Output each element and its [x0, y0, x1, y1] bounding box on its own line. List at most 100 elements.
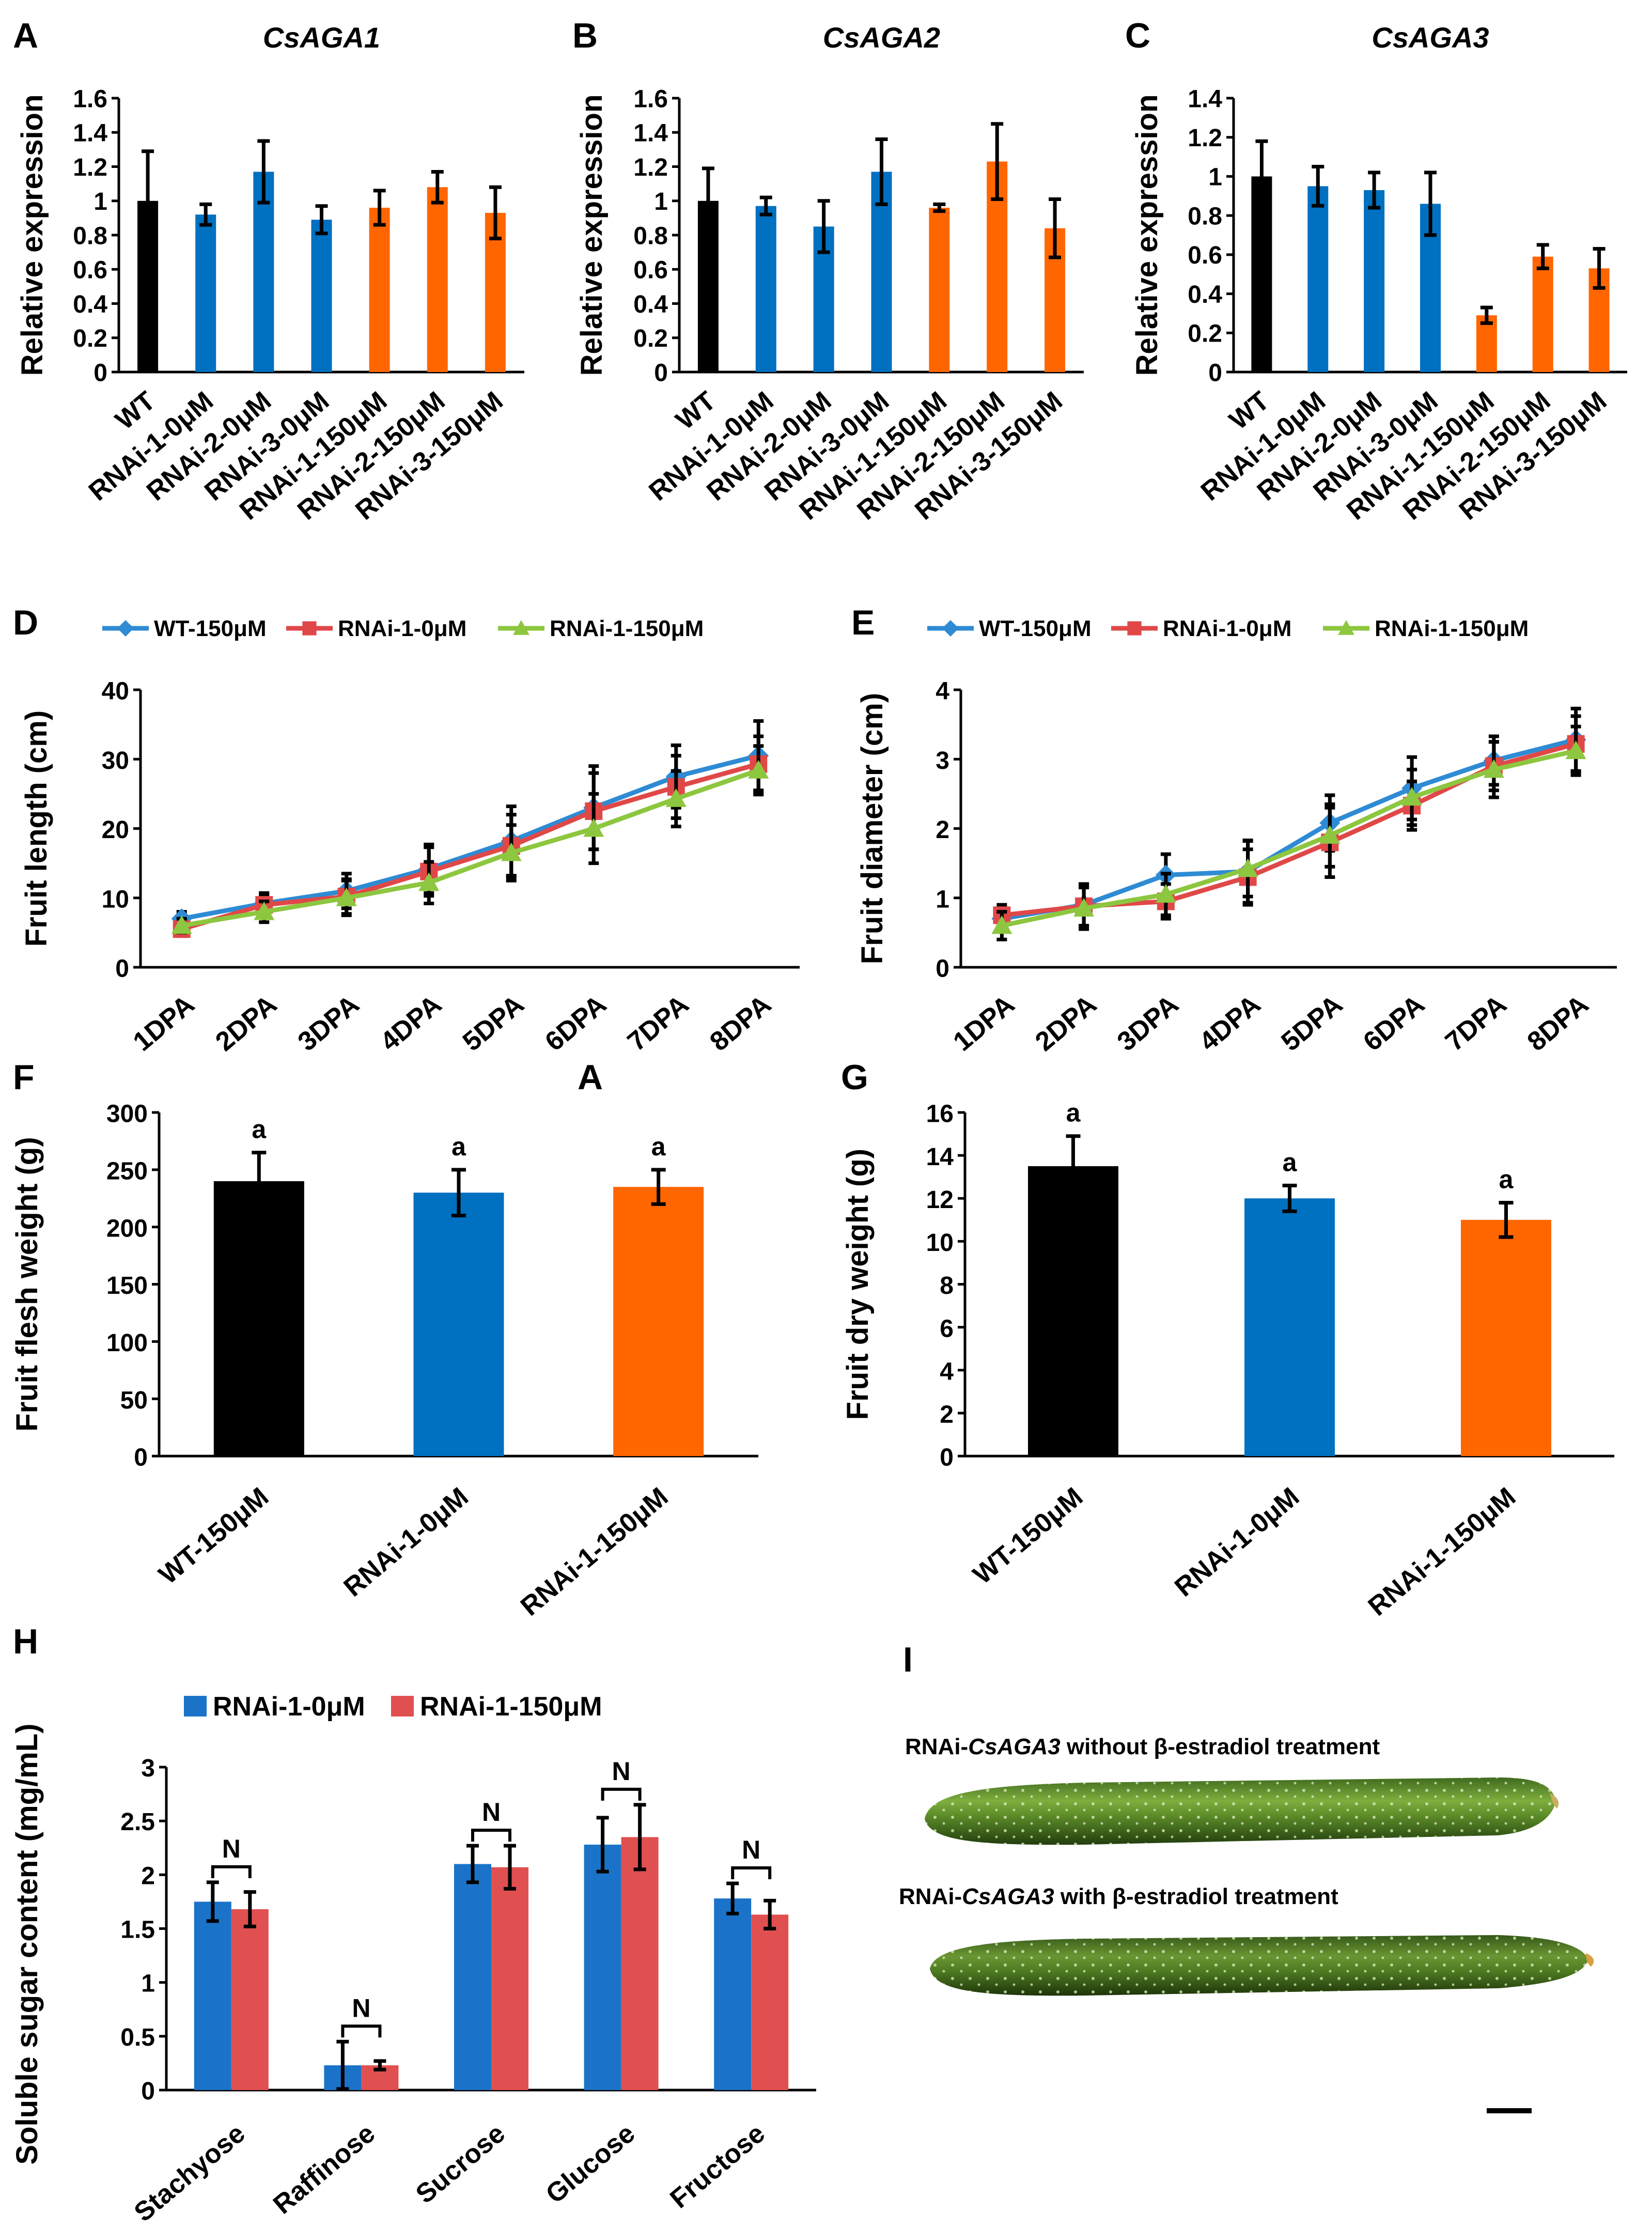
panel-g-y-tick-label: 10 [926, 1229, 954, 1257]
panel-g-bar [1244, 1198, 1335, 1456]
panel-g-y-tick-label: 16 [926, 1101, 954, 1128]
panel-c-y-tick-label: 1.2 [1188, 125, 1222, 152]
photo-caption-bottom: RNAi-CsAGA3 with β-estradiol treatment [899, 1884, 1338, 1909]
panel-f-significance-letter: a [451, 1132, 466, 1161]
panel-e-y-tick-label: 0 [936, 955, 949, 983]
panel-g-y-tick-label: 0 [940, 1444, 954, 1472]
panel-e-x-tick-label: 1DPA [947, 989, 1020, 1057]
panel-h-significance-label: N [222, 1834, 241, 1863]
panel-d-x-tick-label: 2DPA [210, 989, 283, 1057]
panel-h-significance-bracket [211, 1865, 252, 1878]
chart-f: 0 50 100 150 200 250 300 Fruit flesh weight (g)… [10, 1101, 758, 1622]
panel-d-y-tick-label: 0 [115, 955, 129, 983]
panel-e-x-tick-label: 4DPA [1194, 989, 1267, 1057]
panel-g-y-axis-label: Fruit dry weight (g) [841, 1149, 875, 1420]
panel-f-bar [213, 1181, 304, 1456]
panel-h-x-tick-label: Fructose [664, 2118, 771, 2215]
panel-c-y-tick-label: 0.8 [1188, 203, 1222, 230]
panel-e-y-tick-label: 4 [936, 678, 949, 705]
panel-d-y-tick-label: 10 [102, 886, 129, 913]
panel-c-y-tick-label: 1 [1208, 164, 1222, 191]
panel-h-bar [751, 1914, 789, 2090]
stray-panel-label: A [578, 1058, 603, 1097]
panel-label-b: B [572, 16, 598, 55]
panel-g-significance-letter: a [1499, 1165, 1514, 1194]
panel-d-legend-marker [117, 620, 134, 637]
panel-d-series-line [181, 762, 759, 932]
panel-b-y-tick-label: 1.4 [633, 120, 668, 147]
panel-f-x-tick-label: RNAi-1-150μM [515, 1482, 674, 1622]
cucumber-photo-treated [930, 1935, 1594, 1996]
panel-b-y-tick-label: 0 [654, 359, 668, 386]
cucumber-photo-untreated [925, 1777, 1559, 1845]
panel-a-title: CsAGA1 [263, 21, 380, 54]
panel-b-y-tick-label: 0.8 [633, 222, 668, 250]
panel-d-x-tick-label: 8DPA [704, 989, 777, 1057]
panel-c-bar [1532, 256, 1553, 372]
panel-b-y-tick-label: 1.6 [633, 85, 668, 113]
panel-d-legend-label: RNAi-1-0μM [338, 616, 466, 641]
panel-a-bar [253, 172, 274, 372]
panel-h-bar [454, 1864, 491, 2090]
panel-g-bar [1028, 1166, 1118, 1456]
panel-label-f: F [13, 1058, 35, 1097]
panel-a-y-tick-label: 0.2 [73, 325, 107, 352]
panel-d-x-tick-label: 4DPA [375, 989, 447, 1057]
panel-h-significance-label: N [482, 1798, 501, 1827]
panel-d-data-point [665, 788, 687, 807]
panel-c-y-tick-label: 0 [1208, 359, 1222, 386]
chart-e: 0 1 2 3 4 Fruit diameter (cm) 1DPA 2DPA 3DPA 4DPA… [855, 616, 1617, 1057]
panel-label-a: A [13, 16, 38, 55]
panel-e-y-tick-label: 2 [936, 816, 949, 844]
panel-e-legend-label: RNAi-1-150μM [1375, 616, 1529, 641]
panel-h-bar [584, 1845, 621, 2090]
panel-e-data-point [1483, 759, 1504, 778]
panel-e-data-point [1155, 884, 1176, 903]
panel-d-x-tick-label: 3DPA [292, 989, 365, 1057]
panel-h-y-tick-label: 0.5 [120, 2024, 155, 2051]
panel-e-data-point [1237, 858, 1258, 877]
panel-h-significance-label: N [352, 1993, 370, 2022]
panel-e-y-tick-label: 3 [936, 747, 949, 775]
panel-h-legend-label: RNAi-1-0μM [213, 1692, 365, 1722]
photo-caption-top: RNAi-CsAGA3 without β-estradiol treatmen… [905, 1734, 1380, 1759]
panel-c-y-tick-label: 0.6 [1188, 242, 1222, 269]
panel-g-x-tick-label: RNAi-1-150μM [1363, 1482, 1521, 1622]
panel-h-bar [621, 1837, 659, 2090]
chart-h: 0 0.5 1 1.5 2 2.5 3 Soluble sugar content (mg/m… [10, 1692, 816, 2227]
panel-g-x-tick-label: RNAi-1-0μM [1169, 1482, 1305, 1603]
panel-e-y-tick-label: 1 [936, 886, 949, 913]
panel-f-y-tick-label: 50 [120, 1387, 148, 1414]
panel-d-data-point [418, 872, 440, 891]
panel-label-g: G [841, 1058, 868, 1097]
panel-e-legend-marker [1127, 621, 1142, 636]
panel-e-x-tick-label: 6DPA [1358, 989, 1430, 1057]
panel-e-legend-marker [1338, 620, 1354, 635]
panel-d-data-point [171, 915, 192, 934]
panel-d-legend-marker [513, 620, 529, 635]
panel-c-bar [1307, 186, 1329, 372]
panel-f-y-axis-label: Fruit flesh weight (g) [10, 1137, 44, 1431]
panel-e-data-point [1565, 740, 1586, 760]
panel-e-legend-label: WT-150μM [979, 616, 1092, 641]
panel-a-y-tick-label: 0.4 [73, 291, 107, 318]
panel-h-y-tick-label: 2.5 [120, 1808, 155, 1836]
panel-e-data-point [991, 915, 1012, 934]
panel-e-x-tick-label: 8DPA [1522, 989, 1595, 1057]
panel-e-x-tick-label: 2DPA [1030, 989, 1102, 1057]
panel-a-y-tick-label: 1.6 [73, 85, 107, 113]
panel-g-significance-letter: a [1066, 1099, 1081, 1127]
panel-g-x-tick-label: WT-150μM [968, 1482, 1088, 1590]
panel-h-legend-swatch [184, 1696, 207, 1716]
panel-b-y-tick-label: 1 [654, 188, 668, 215]
panel-e-data-point [1073, 898, 1095, 917]
panel-a-bar [195, 214, 216, 372]
panel-a-y-tick-label: 1.2 [73, 154, 107, 181]
panel-h-x-tick-label: Raffinose [268, 2118, 381, 2220]
panel-h-legend-swatch [391, 1696, 414, 1716]
panel-h-significance-bracket [731, 1866, 772, 1879]
panel-f-y-tick-label: 0 [134, 1444, 148, 1472]
panel-h-y-tick-label: 2 [141, 1862, 155, 1890]
panel-e-legend-label: RNAi-1-0μM [1163, 616, 1291, 641]
panel-h-legend-label: RNAi-1-150μM [420, 1692, 602, 1722]
